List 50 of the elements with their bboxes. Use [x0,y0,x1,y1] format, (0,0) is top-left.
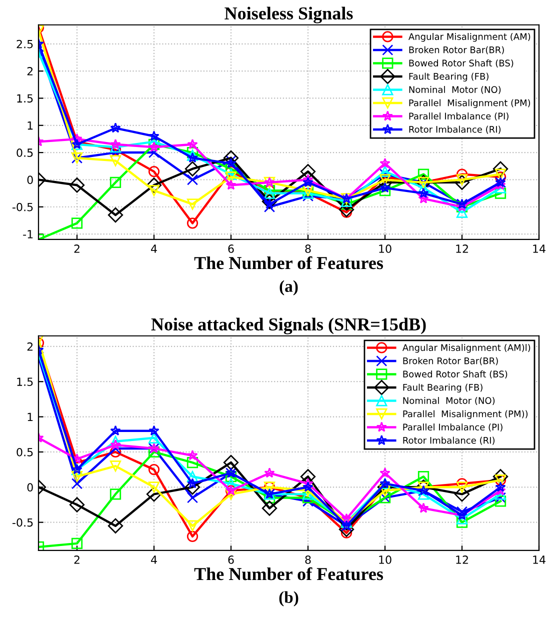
x-tick-label: 14 [533,244,546,253]
legend-label: Rotor Imbalance (RI) [403,436,494,445]
chart-title: Noise attacked Signals (SNR=15dB) [151,318,426,334]
x-tick-label: 4 [151,556,157,564]
y-tick-label: 0 [27,176,33,184]
x-axis-title: The Number of Features [194,256,384,270]
legend-label: Broken Rotor Bar(BR) [403,357,498,366]
x-tick-label: 10 [379,556,392,564]
y-tick-label: 1 [28,412,33,422]
legend-label: Fault Bearing (FB) [403,384,482,392]
text: (b) [279,591,298,606]
x-tick-label: 8 [305,556,311,564]
legend-label: Angular Misalignment (AM)l) [402,344,530,353]
y-tick-label: 0.5 [16,148,33,157]
y-tick-label: 1 [28,122,33,130]
x-tick-label: 2 [74,244,80,253]
legend-label: Rotor Imbalance (RI) [409,126,501,134]
y-tick-label: 0.5 [16,448,33,456]
y-tick-label: -0.5 [12,202,33,212]
legend-label: Parallel Misalignment (PM)) [403,410,528,419]
legend-label: Fault Bearing (FB) [409,72,488,82]
y-tick-label: 1.5 [17,94,33,103]
y-tick-label: 1.5 [17,378,33,386]
legend-label: Nominal Motor (NO) [409,86,501,94]
x-tick-label: 10 [379,244,392,253]
chart-title: Noiseless Signals [224,6,353,24]
y-tick-label: -1 [23,230,33,238]
legend-label: Bowed Rotor Shaft (BS) [403,370,508,379]
legend-label: Angular Misalignment (AM) [408,33,530,42]
x-tick-label: 2 [74,556,80,564]
y-tick-label: 2 [27,342,33,351]
y-tick-label: 0 [27,483,33,492]
y-tick-label: 2.5 [16,40,33,48]
x-tick-label: 14 [533,556,546,564]
legend-label: Parallel Imbalance (PI) [403,424,502,432]
legend-label: Parallel Misalignment (PM) [409,99,530,108]
y-tick-label: -0.5 [12,518,33,527]
y-tick-label: 2 [27,67,33,76]
x-tick-label: 8 [305,244,311,253]
legend-label: Bowed Rotor Shaft (BS) [409,60,514,68]
x-tick-label: 6 [228,556,234,564]
x-tick-label: 4 [151,244,157,253]
x-axis-title: The Number of Features [194,567,384,580]
x-tick-label: 6 [228,244,234,253]
text: (a) [280,280,298,296]
legend-label: Broken Rotor Bar(BR) [409,46,504,54]
legend-label: Nominal Motor (NO) [403,397,495,406]
x-tick-label: 12 [456,244,468,253]
x-tick-label: 12 [456,556,468,564]
legend-label: Parallel Imbalance (PI) [409,112,508,121]
